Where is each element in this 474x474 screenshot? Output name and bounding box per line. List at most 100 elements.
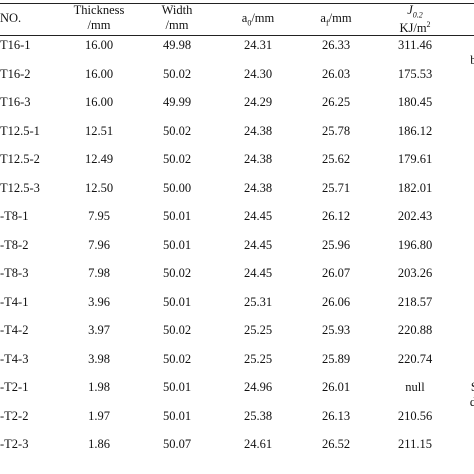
header-a0-unit: /mm <box>251 11 275 25</box>
cell-width: 50.01 <box>162 409 192 423</box>
cell-thickness: 3.97 <box>88 323 110 337</box>
cell-af: 26.25 <box>321 95 351 109</box>
cell-no: -T2-3 <box>0 437 29 451</box>
cell-thickness: 16.00 <box>84 95 114 109</box>
header-j-sub: 0.2 <box>412 10 423 20</box>
cell-a0: 24.38 <box>243 181 273 195</box>
cell-af: 25.93 <box>321 323 351 337</box>
cell-note-line2: benc <box>470 53 474 67</box>
cell-a0: 25.25 <box>243 352 273 366</box>
cell-af: 25.89 <box>321 352 351 366</box>
cell-note-line1: P <box>452 38 474 52</box>
cell-j: 175.53 <box>397 67 433 81</box>
cell-a0: 24.38 <box>243 152 273 166</box>
cell-no: -T4-3 <box>0 352 29 366</box>
header-thickness: Thickness <box>73 3 125 17</box>
cell-j: 196.80 <box>397 238 433 252</box>
cell-no: -T4-2 <box>0 323 29 337</box>
cell-thickness: 3.98 <box>88 352 110 366</box>
cell-width: 49.98 <box>162 38 192 52</box>
cell-note-line1: Sam <box>452 380 474 394</box>
cell-thickness: 1.98 <box>88 380 110 394</box>
cell-a0: 24.96 <box>243 380 273 394</box>
cell-no: T12.5-3 <box>0 181 40 195</box>
cell-no: -T2-1 <box>0 380 29 394</box>
cell-a0: 25.38 <box>243 409 273 423</box>
cell-j: 311.46 <box>398 38 432 52</box>
header-af-main: a <box>320 11 326 25</box>
header-width: Width <box>161 3 193 17</box>
cell-j: 180.45 <box>397 95 433 109</box>
cell-a0: 24.30 <box>243 67 273 81</box>
cell-af: 25.62 <box>321 152 351 166</box>
cell-thickness: 7.98 <box>88 266 110 280</box>
top-rule <box>0 3 474 4</box>
cell-thickness: 16.00 <box>84 38 114 52</box>
header-a0-sub: 0 <box>247 18 252 28</box>
cell-af: 26.33 <box>321 38 351 52</box>
header-j-unit: KJ/m2 <box>374 18 456 35</box>
cell-width: 50.02 <box>162 266 192 280</box>
cell-thickness: 1.97 <box>88 409 110 423</box>
header-j: J0.2 <box>374 3 456 23</box>
cell-no: -T4-1 <box>0 295 29 309</box>
header-af-unit: /mm <box>328 11 352 25</box>
cell-af: 26.07 <box>321 266 351 280</box>
cell-width: 50.01 <box>162 209 192 223</box>
cell-j: 211.15 <box>398 437 432 451</box>
header-note: No <box>452 11 474 25</box>
cell-thickness: 1.86 <box>88 437 110 451</box>
cell-a0: 24.31 <box>243 38 273 52</box>
cell-width: 50.00 <box>162 181 192 195</box>
cell-af: 26.06 <box>321 295 351 309</box>
cell-j: 203.26 <box>397 266 433 280</box>
cell-no: T12.5-1 <box>0 124 40 138</box>
cell-a0: 24.38 <box>243 124 273 138</box>
cell-thickness: 7.96 <box>88 238 110 252</box>
cell-j: 179.61 <box>397 152 433 166</box>
cell-a0: 24.45 <box>243 209 273 223</box>
header-width-unit: /mm <box>165 18 189 32</box>
header-thickness-unit: /mm <box>87 18 111 32</box>
cell-no: -T8-3 <box>0 266 29 280</box>
cell-width: 50.02 <box>162 67 192 81</box>
cell-no: T16-3 <box>0 95 31 109</box>
header-a0-main: a <box>241 11 248 25</box>
cell-thickness: 12.50 <box>84 181 114 195</box>
cell-a0: 25.25 <box>243 323 273 337</box>
cell-no: T16-1 <box>0 38 31 52</box>
cell-width: 50.01 <box>162 295 192 309</box>
cell-width: 50.02 <box>162 152 192 166</box>
cell-width: 50.07 <box>162 437 192 451</box>
header-no: NO. <box>0 11 22 25</box>
cell-j: 220.88 <box>397 323 433 337</box>
header-af: af/mm <box>300 11 372 31</box>
cell-thickness: 12.49 <box>84 152 114 166</box>
header-af-sub: f <box>325 18 329 28</box>
cell-width: 50.02 <box>162 323 192 337</box>
cell-a0: 25.31 <box>243 295 273 309</box>
cell-af: 25.78 <box>321 124 351 138</box>
cell-af: 26.03 <box>321 67 351 81</box>
cell-width: 50.02 <box>162 124 192 138</box>
header-rule <box>0 35 474 36</box>
cell-no: -T8-1 <box>0 209 29 223</box>
cell-a0: 24.61 <box>243 437 273 451</box>
cell-width: 50.01 <box>162 380 192 394</box>
cell-thickness: 16.00 <box>84 67 114 81</box>
cell-j: 220.74 <box>397 352 433 366</box>
cell-j: 202.43 <box>397 209 433 223</box>
header-j-main: J <box>407 3 413 17</box>
cell-a0: 24.29 <box>243 95 273 109</box>
cell-no: T16-2 <box>0 67 31 81</box>
cell-thickness: 3.96 <box>88 295 110 309</box>
cell-j: 186.12 <box>397 124 433 138</box>
cell-af: 26.13 <box>321 409 351 423</box>
cell-width: 49.99 <box>162 95 192 109</box>
cell-a0: 24.45 <box>243 266 273 280</box>
header-j-unit-sup: 2 <box>426 20 431 29</box>
cell-width: 50.01 <box>162 238 192 252</box>
cell-af: 25.96 <box>321 238 351 252</box>
cell-no: -T8-2 <box>0 238 29 252</box>
cell-width: 50.02 <box>162 352 192 366</box>
